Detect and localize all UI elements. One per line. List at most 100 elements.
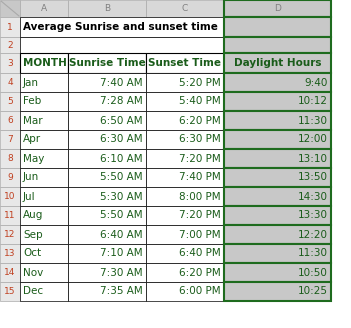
- Bar: [0, 92, 20, 111]
- Text: C: C: [182, 4, 188, 13]
- Bar: [224, 17, 331, 37]
- Bar: [146, 53, 224, 73]
- Bar: [20, 17, 224, 37]
- Text: Oct: Oct: [23, 249, 41, 258]
- Text: Nov: Nov: [23, 268, 43, 277]
- Text: 7:00 PM: 7:00 PM: [179, 230, 221, 239]
- Bar: [0, 282, 20, 301]
- Text: 4: 4: [7, 78, 13, 87]
- Text: Mar: Mar: [23, 115, 42, 126]
- Text: Sep: Sep: [23, 230, 42, 239]
- Bar: [146, 149, 224, 168]
- Bar: [20, 263, 68, 282]
- Text: 7:40 PM: 7:40 PM: [179, 173, 221, 182]
- Bar: [0, 149, 20, 168]
- Bar: [20, 225, 68, 244]
- Text: 12: 12: [4, 230, 16, 239]
- Bar: [20, 92, 68, 111]
- Text: 6:30 PM: 6:30 PM: [179, 134, 221, 145]
- Text: 7:35 AM: 7:35 AM: [100, 286, 143, 297]
- Bar: [68, 263, 146, 282]
- Text: 9: 9: [7, 173, 13, 182]
- Text: 5:40 PM: 5:40 PM: [179, 96, 221, 107]
- Text: Jul: Jul: [23, 192, 35, 201]
- Bar: [224, 0, 331, 17]
- Bar: [224, 168, 331, 187]
- Bar: [68, 225, 146, 244]
- Bar: [146, 111, 224, 130]
- Text: 7:30 AM: 7:30 AM: [100, 268, 143, 277]
- Text: Average Sunrise and sunset time: Average Sunrise and sunset time: [23, 22, 218, 32]
- Bar: [68, 244, 146, 263]
- Bar: [224, 244, 331, 263]
- Text: May: May: [23, 154, 44, 163]
- Text: 2: 2: [7, 40, 13, 50]
- Bar: [224, 187, 331, 206]
- Text: 10: 10: [4, 192, 16, 201]
- Text: 13:50: 13:50: [298, 173, 328, 182]
- Text: 7: 7: [7, 135, 13, 144]
- Bar: [20, 282, 68, 301]
- Text: Jun: Jun: [23, 173, 39, 182]
- Text: 7:40 AM: 7:40 AM: [100, 77, 143, 88]
- Bar: [224, 225, 331, 244]
- Bar: [224, 130, 331, 149]
- Bar: [0, 244, 20, 263]
- Text: 5:50 AM: 5:50 AM: [100, 173, 143, 182]
- Bar: [224, 73, 331, 92]
- Text: 6:10 AM: 6:10 AM: [100, 154, 143, 163]
- Bar: [146, 244, 224, 263]
- Text: 13: 13: [4, 249, 16, 258]
- Text: 1: 1: [7, 23, 13, 31]
- Bar: [0, 263, 20, 282]
- Bar: [224, 37, 331, 53]
- Text: 14:30: 14:30: [298, 192, 328, 201]
- Bar: [0, 225, 20, 244]
- Text: 5:50 AM: 5:50 AM: [100, 211, 143, 220]
- Text: 6:30 AM: 6:30 AM: [100, 134, 143, 145]
- Bar: [0, 53, 20, 73]
- Text: 3: 3: [7, 58, 13, 68]
- Text: 8: 8: [7, 154, 13, 163]
- Bar: [68, 92, 146, 111]
- Bar: [146, 168, 224, 187]
- Text: 5:30 AM: 5:30 AM: [100, 192, 143, 201]
- Bar: [20, 206, 68, 225]
- Bar: [20, 244, 68, 263]
- Bar: [20, 37, 224, 53]
- Text: Apr: Apr: [23, 134, 41, 145]
- Text: A: A: [41, 4, 47, 13]
- Bar: [146, 0, 224, 17]
- Bar: [146, 187, 224, 206]
- Text: 11: 11: [4, 211, 16, 220]
- Text: 10:12: 10:12: [298, 96, 328, 107]
- Bar: [0, 37, 20, 53]
- Text: 7:10 AM: 7:10 AM: [100, 249, 143, 258]
- Bar: [0, 111, 20, 130]
- Bar: [0, 168, 20, 187]
- Bar: [146, 92, 224, 111]
- Bar: [20, 53, 68, 73]
- Bar: [0, 206, 20, 225]
- Bar: [20, 0, 68, 17]
- Text: 12:20: 12:20: [298, 230, 328, 239]
- Text: Feb: Feb: [23, 96, 41, 107]
- Bar: [146, 73, 224, 92]
- Bar: [146, 263, 224, 282]
- Text: 6:20 PM: 6:20 PM: [179, 268, 221, 277]
- Bar: [68, 206, 146, 225]
- Text: 6:40 AM: 6:40 AM: [100, 230, 143, 239]
- Text: 6:20 PM: 6:20 PM: [179, 115, 221, 126]
- Text: 9:40: 9:40: [305, 77, 328, 88]
- Text: 7:20 PM: 7:20 PM: [179, 154, 221, 163]
- Text: 5: 5: [7, 97, 13, 106]
- Bar: [68, 187, 146, 206]
- Text: 10:25: 10:25: [298, 286, 328, 297]
- Text: 6:40 PM: 6:40 PM: [179, 249, 221, 258]
- Text: 7:20 PM: 7:20 PM: [179, 211, 221, 220]
- Text: 13:30: 13:30: [298, 211, 328, 220]
- Bar: [68, 130, 146, 149]
- Bar: [224, 111, 331, 130]
- Text: 7:28 AM: 7:28 AM: [100, 96, 143, 107]
- Bar: [68, 282, 146, 301]
